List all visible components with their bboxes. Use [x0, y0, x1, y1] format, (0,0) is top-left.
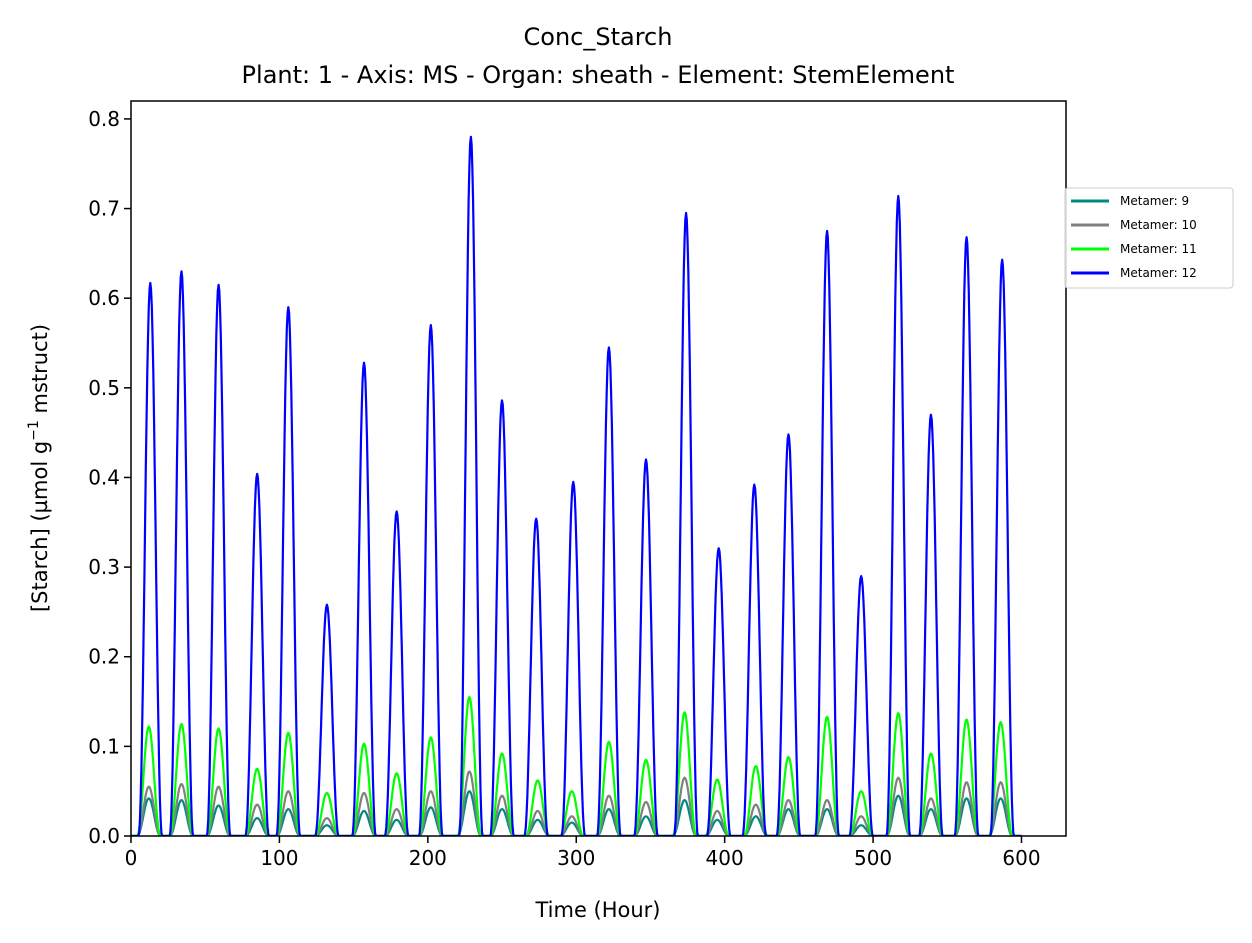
- x-tick-label: 0: [125, 846, 138, 870]
- legend-label: Metamer: 10: [1120, 218, 1197, 232]
- y-axis-label-unit: mstruct): [28, 324, 52, 420]
- y-axis-label: [Starch] (µmol g−1 mstruct): [26, 324, 52, 612]
- axes: 0 100 200 300 400 500 600 0.0 0.1 0.2 0.3 0.4 0.5 0.6…: [88, 100, 1067, 870]
- y-axis-label-main: [Starch] (µmol g: [28, 441, 52, 612]
- series-line: [131, 695, 1022, 836]
- axes-frame: [130, 100, 1067, 837]
- legend-label: Metamer: 12: [1120, 266, 1197, 280]
- legend: Metamer: 9 Metamer: 10 Metamer: 11 Metamer:…: [1064, 187, 1234, 289]
- legend-label: Metamer: 11: [1120, 242, 1197, 256]
- x-axis-label: Time (Hour): [534, 898, 660, 922]
- chart-title: Conc_Starch: [524, 23, 673, 51]
- x-tick-label: 100: [260, 846, 298, 870]
- legend-label: Metamer: 9: [1120, 194, 1189, 208]
- y-tick-label: 0.8: [88, 107, 120, 131]
- x-tick-label: 200: [409, 846, 447, 870]
- x-tick-label: 400: [706, 846, 744, 870]
- y-tick-label: 0.4: [88, 465, 120, 489]
- y-tick-label: 0.1: [88, 734, 120, 758]
- y-tick-label: 0.7: [88, 197, 120, 221]
- chart-subtitle: Plant: 1 - Axis: MS - Organ: sheath - El…: [242, 61, 955, 89]
- y-tick-label: 0.2: [88, 645, 120, 669]
- y-tick-label: 0.0: [88, 824, 120, 848]
- y-tick-label: 0.5: [88, 376, 120, 400]
- plot-area: [131, 135, 1022, 836]
- y-axis-label-exponent: −1: [26, 420, 42, 441]
- legend-frame: [1064, 187, 1234, 289]
- series-line: [131, 135, 1022, 836]
- y-tick-label: 0.3: [88, 555, 120, 579]
- y-tick-label: 0.6: [88, 286, 120, 310]
- x-tick-label: 600: [1002, 846, 1040, 870]
- x-tick-label: 300: [557, 846, 595, 870]
- x-tick-label: 500: [854, 846, 892, 870]
